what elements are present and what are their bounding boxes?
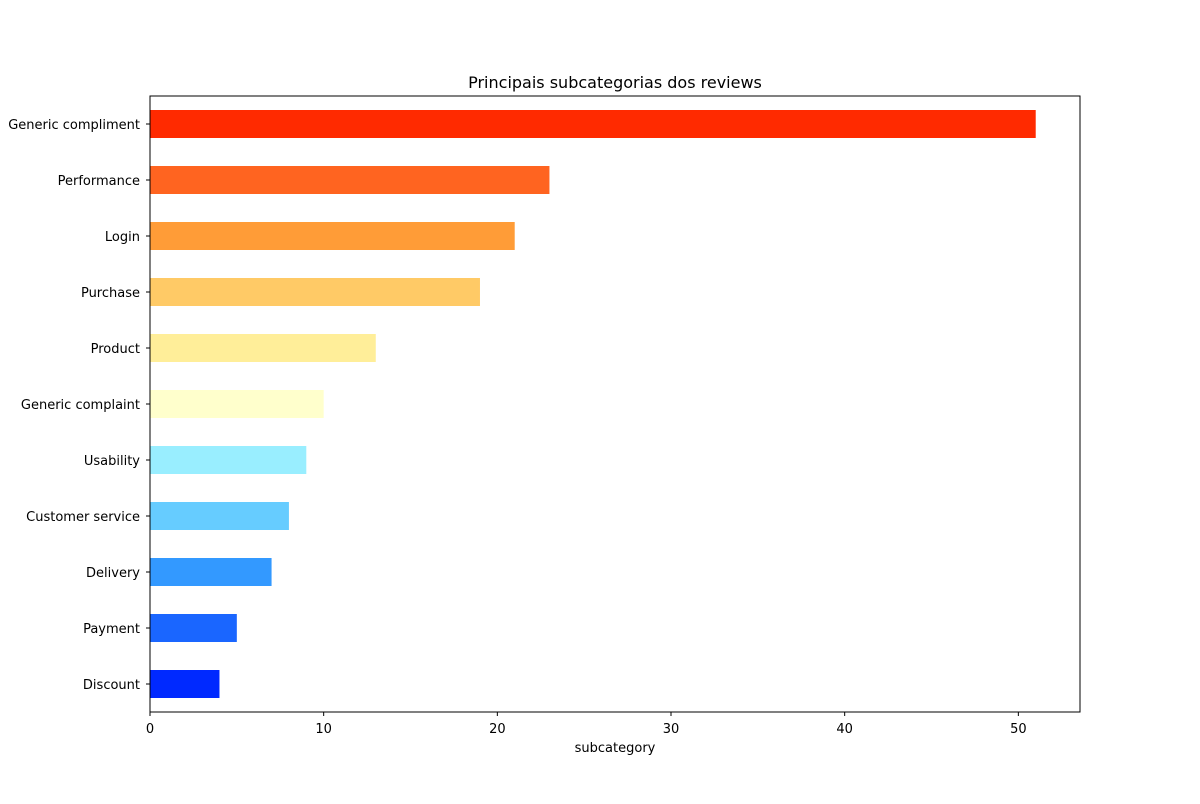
bar-login: [150, 222, 515, 250]
y-tick-label: Delivery: [86, 566, 140, 581]
x-tick-label: 40: [836, 722, 853, 737]
bar-discount: [150, 670, 220, 698]
x-ticks-layer: 0 10 20 30 40 50: [146, 712, 1027, 737]
bars-layer: [150, 110, 1036, 698]
y-tick-label: Login: [105, 230, 140, 245]
bar-payment: [150, 614, 237, 642]
y-tick-label: Performance: [58, 174, 140, 189]
x-axis-title: subcategory: [575, 741, 656, 756]
y-tick-label: Payment: [83, 622, 140, 637]
bar-performance: [150, 166, 550, 194]
y-tick-label: Customer service: [26, 510, 140, 525]
x-tick-label: 30: [663, 722, 680, 737]
plot-frame: [149, 95, 1081, 713]
bar-usability: [150, 446, 307, 474]
x-tick-label: 10: [315, 722, 332, 737]
bar-purchase: [150, 278, 480, 306]
y-tick-label: Generic compliment: [8, 118, 140, 133]
y-tick-label: Product: [91, 342, 140, 357]
y-ticks-layer: Generic compliment Performance Login Purcha…: [8, 118, 150, 693]
chart-title: Principais subcategorias dos reviews: [468, 73, 762, 92]
bar-customer-service: [150, 502, 289, 530]
y-tick-label: Discount: [83, 678, 140, 693]
x-tick-label: 0: [146, 722, 154, 737]
y-tick-label: Purchase: [81, 286, 140, 301]
bar-generic-compliment: [150, 110, 1036, 138]
x-tick-label: 50: [1010, 722, 1027, 737]
bar-product: [150, 334, 376, 362]
bar-generic-complaint: [150, 390, 324, 418]
y-tick-label: Generic complaint: [21, 398, 140, 413]
bar-delivery: [150, 558, 272, 586]
y-tick-label: Usability: [84, 454, 140, 469]
x-tick-label: 20: [489, 722, 506, 737]
